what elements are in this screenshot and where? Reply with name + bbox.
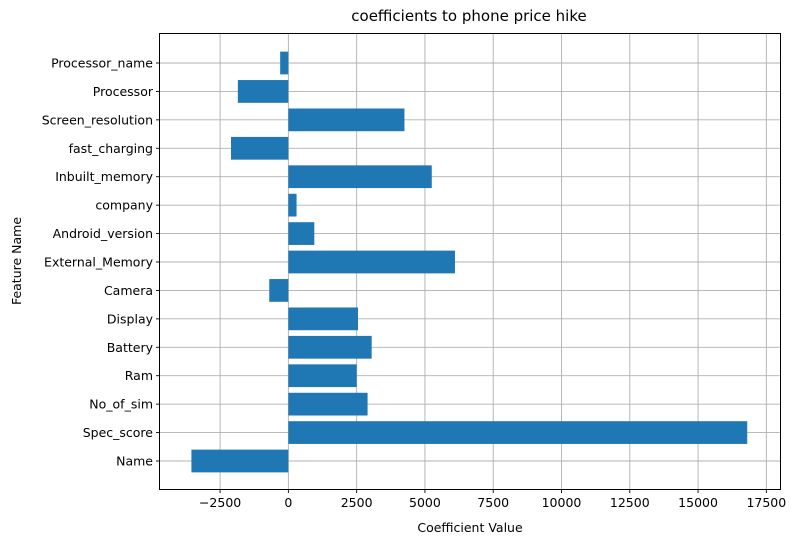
- y-tick-label: company: [95, 198, 153, 213]
- x-tick-label: 0: [284, 495, 292, 510]
- bar-company: [288, 193, 297, 217]
- y-tick-label: Android_version: [53, 226, 153, 241]
- bar-camera: [269, 279, 289, 302]
- bar-no-of-sim: [288, 392, 368, 416]
- bar-screen-resolution: [288, 108, 405, 132]
- y-tick-label: Processor_name: [51, 56, 153, 71]
- x-axis-label: Coefficient Value: [417, 520, 523, 535]
- plot-area-frame: [159, 33, 781, 490]
- y-tick-label: Inbuilt_memory: [55, 169, 153, 184]
- bar-processor-name: [280, 51, 289, 75]
- chart-title: coefficients to phone price hike: [351, 7, 586, 25]
- bar-inbuilt-memory: [288, 165, 432, 189]
- bar-name: [191, 449, 289, 473]
- bar-external-memory: [288, 250, 455, 274]
- y-tick-label: Spec_score: [83, 425, 154, 440]
- bar-ram: [288, 364, 357, 388]
- y-tick-label: Battery: [107, 340, 154, 355]
- y-tick-label: No_of_sim: [89, 397, 153, 412]
- axis-ticks: −2500 0 2500 5000 7500 10000 12500 15000 17500 Na…: [42, 56, 787, 511]
- x-tick-label: 12500: [610, 495, 650, 510]
- y-tick-label: Ram: [125, 368, 153, 383]
- bar-fast-charging: [231, 136, 289, 160]
- bar-processor: [237, 80, 289, 103]
- grid-lines: [160, 34, 780, 489]
- bar-display: [288, 307, 359, 331]
- y-tick-label: Camera: [104, 283, 153, 298]
- x-tick-label: 15000: [678, 495, 718, 510]
- bar-battery: [288, 335, 372, 359]
- bars: [191, 51, 748, 473]
- y-tick-label: Display: [107, 311, 154, 326]
- x-tick-label: 7500: [477, 495, 509, 510]
- bar-spec-score: [288, 421, 748, 444]
- y-tick-label: Processor: [93, 84, 154, 99]
- y-tick-label: fast_charging: [69, 141, 153, 156]
- y-tick-label: Name: [116, 454, 153, 469]
- x-tick-label: 2500: [341, 495, 373, 510]
- bar-android-version: [288, 222, 315, 245]
- y-tick-label: External_Memory: [44, 255, 154, 270]
- x-tick-label: 17500: [746, 495, 786, 510]
- y-tick-label: Screen_resolution: [42, 112, 153, 127]
- y-axis-label: Feature Name: [9, 217, 24, 305]
- x-tick-label: 10000: [542, 495, 582, 510]
- x-tick-label: 5000: [409, 495, 441, 510]
- x-tick-label: −2500: [199, 495, 241, 510]
